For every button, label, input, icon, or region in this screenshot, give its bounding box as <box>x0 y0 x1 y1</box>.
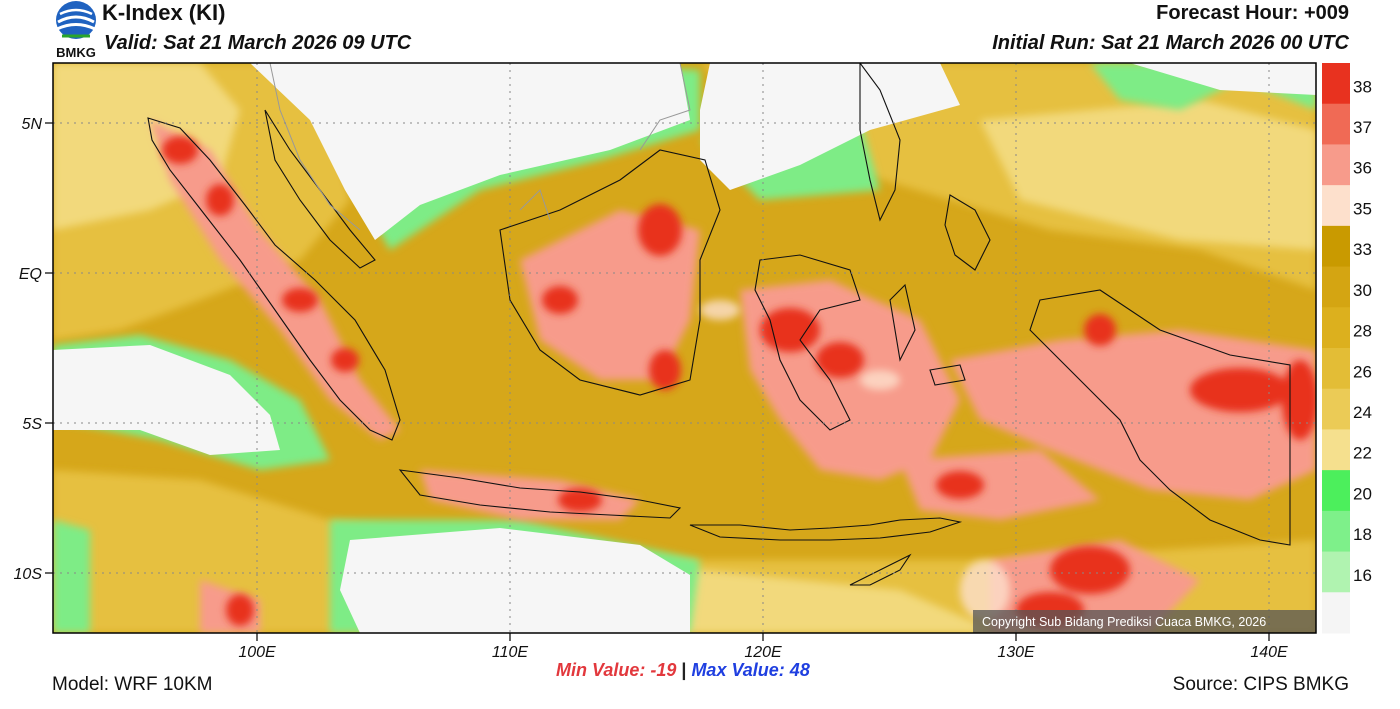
colorbar-segment <box>1322 144 1350 186</box>
colorbar-segment <box>1322 510 1350 553</box>
min-value: Min Value: -19 <box>556 660 677 680</box>
lat-label-5n: 5N <box>22 116 43 133</box>
initial-run: Initial Run: Sat 21 March 2026 00 UTC <box>992 32 1349 54</box>
colorbar-label: 35 <box>1353 199 1372 218</box>
colorbar-segment <box>1322 103 1350 145</box>
colorbar-label: 24 <box>1353 403 1372 422</box>
colorbar-label: 16 <box>1353 566 1372 585</box>
map-field: Copyright Sub Bidang Prediksi Cuaca BMKG… <box>53 63 1316 633</box>
min-max-values: Min Value: -19 | Max Value: 48 <box>556 660 810 681</box>
chart-title: K-Index (KI) <box>102 0 226 25</box>
colorbar-label: 18 <box>1353 525 1372 544</box>
colorbar-segment <box>1322 429 1350 471</box>
forecast-hour: Forecast Hour: +009 <box>1156 2 1349 24</box>
colorbar: 38 37 36 35 33 30 28 26 24 22 20 18 16 <box>1322 63 1372 634</box>
colorbar-label: 20 <box>1353 484 1372 503</box>
lat-label-5s: 5S <box>22 416 42 433</box>
stats-separator: | <box>681 660 687 680</box>
colorbar-label: 26 <box>1353 362 1372 381</box>
lat-label-eq: EQ <box>19 266 42 283</box>
colorbar-segment <box>1322 307 1350 349</box>
logo-text: BMKG <box>56 45 96 60</box>
colorbar-label: 38 <box>1353 77 1372 96</box>
colorbar-label: 33 <box>1353 240 1372 259</box>
lon-label-110e: 110E <box>492 644 529 661</box>
valid-time: Valid: Sat 21 March 2026 09 UTC <box>104 32 412 54</box>
colorbar-segment <box>1322 470 1350 512</box>
colorbar-segment <box>1322 551 1350 593</box>
max-value: Max Value: 48 <box>691 660 810 680</box>
source-label: Source: CIPS BMKG <box>1172 674 1349 695</box>
colorbar-segment <box>1322 63 1350 105</box>
model-label: Model: WRF 10KM <box>52 674 213 695</box>
colorbar-segment <box>1322 348 1350 390</box>
colorbar-label: 37 <box>1353 118 1372 137</box>
colorbar-segment <box>1322 592 1350 634</box>
colorbar-label: 28 <box>1353 322 1372 341</box>
longitude-labels: 100E 110E 120E 130E 140E <box>238 644 1288 661</box>
colorbar-label: 30 <box>1353 281 1372 300</box>
copyright-text: Copyright Sub Bidang Prediksi Cuaca BMKG… <box>982 615 1266 629</box>
colorbar-label: 36 <box>1353 159 1372 178</box>
lon-label-120e: 120E <box>744 644 782 661</box>
map-frame <box>52 62 1317 634</box>
bmkg-logo: BMKG <box>56 1 96 60</box>
colorbar-segment <box>1322 266 1350 308</box>
colorbar-segment <box>1322 185 1350 227</box>
lon-label-100e: 100E <box>238 644 276 661</box>
lon-label-140e: 140E <box>1250 644 1288 661</box>
lon-label-130e: 130E <box>997 644 1035 661</box>
lat-label-10s: 10S <box>14 566 43 583</box>
colorbar-segment <box>1322 388 1350 430</box>
latitude-labels: 5N EQ 5S 10S <box>14 116 43 583</box>
colorbar-label: 22 <box>1353 444 1372 463</box>
colorbar-segment <box>1322 225 1350 268</box>
